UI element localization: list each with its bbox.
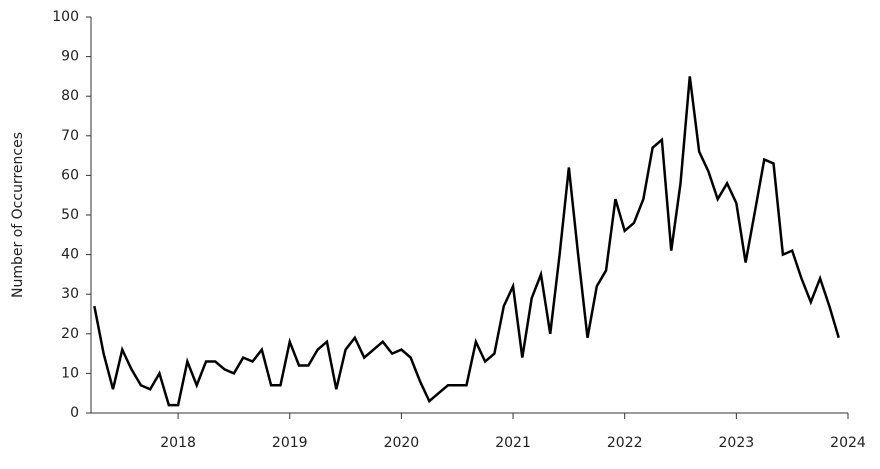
y-tick-label: 90 — [61, 49, 79, 65]
x-tick-label: 2023 — [719, 435, 755, 451]
y-tick-label: 80 — [61, 88, 79, 104]
y-tick-label: 20 — [61, 326, 79, 342]
line — [93, 76, 840, 407]
y-tick-label: 50 — [61, 207, 79, 223]
x-tick-label: 2020 — [384, 435, 420, 451]
y-tick-label: 0 — [70, 405, 79, 421]
y-tick-label: 60 — [61, 167, 79, 183]
y-axis-label: Number of Occurrences — [10, 132, 26, 298]
x-tick-label: 2022 — [607, 435, 643, 451]
x-tick-label: 2024 — [830, 435, 866, 451]
y-tick-label: 10 — [61, 365, 79, 381]
y-tick-label: 30 — [61, 286, 79, 302]
y-tick-label: 40 — [61, 247, 79, 263]
x-tick-label: 2019 — [272, 435, 308, 451]
x-tick-label: 2021 — [495, 435, 531, 451]
y-tick-label: 100 — [52, 9, 79, 25]
x-tick-label: 2018 — [160, 435, 196, 451]
y-tick-label: 70 — [61, 128, 79, 144]
